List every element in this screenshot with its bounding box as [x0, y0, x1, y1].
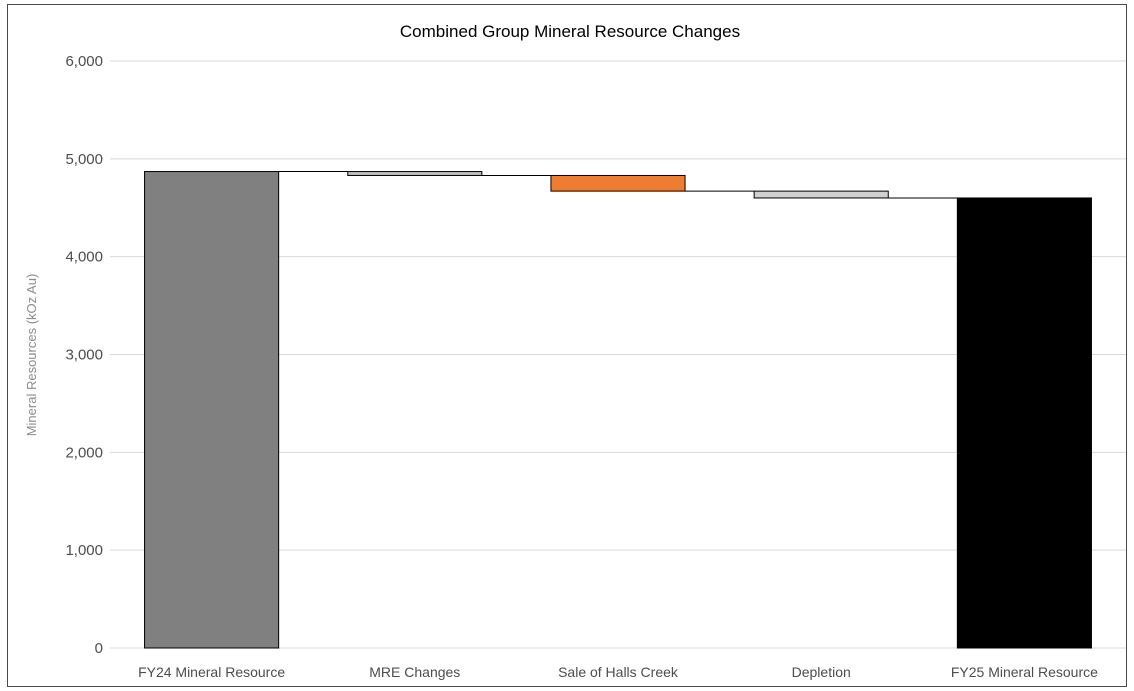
y-tick-label: 2,000 [65, 444, 103, 461]
y-tick-label: 5,000 [65, 151, 103, 168]
y-axis-label: Mineral Resources (kOz Au) [24, 274, 39, 437]
bar-depletion [753, 190, 889, 199]
x-tick-labels: FY24 Mineral Resource MRE Changes Sale of … [138, 664, 1098, 680]
bar-sale-of-halls-creek [550, 174, 686, 192]
bar-fy24-mineral-resource [144, 171, 280, 649]
chart-frame: Combined Group Mineral Resource Changes … [7, 4, 1127, 687]
gridlines [110, 60, 1126, 649]
y-tick-label: 4,000 [65, 249, 103, 266]
bar-mre-changes [347, 171, 483, 176]
x-tick-label: FY25 Mineral Resource [951, 664, 1098, 680]
y-tick-labels: 0 1,000 2,000 3,000 4,000 5,000 6,000 [65, 53, 103, 657]
x-tick-label: Depletion [792, 664, 851, 680]
waterfall-chart: Combined Group Mineral Resource Changes … [24, 22, 1126, 680]
bar-fy25-mineral-resource [956, 197, 1092, 649]
y-tick-label: 6,000 [65, 53, 103, 70]
y-tick-label: 3,000 [65, 347, 103, 364]
y-tick-label: 1,000 [65, 542, 103, 559]
bars [144, 171, 1092, 649]
x-tick-label: Sale of Halls Creek [558, 664, 679, 680]
x-tick-label: MRE Changes [369, 664, 460, 680]
x-tick-label: FY24 Mineral Resource [138, 664, 285, 680]
y-tick-label: 0 [95, 640, 103, 657]
connector-lines [278, 171, 958, 199]
chart-title: Combined Group Mineral Resource Changes [400, 22, 740, 41]
